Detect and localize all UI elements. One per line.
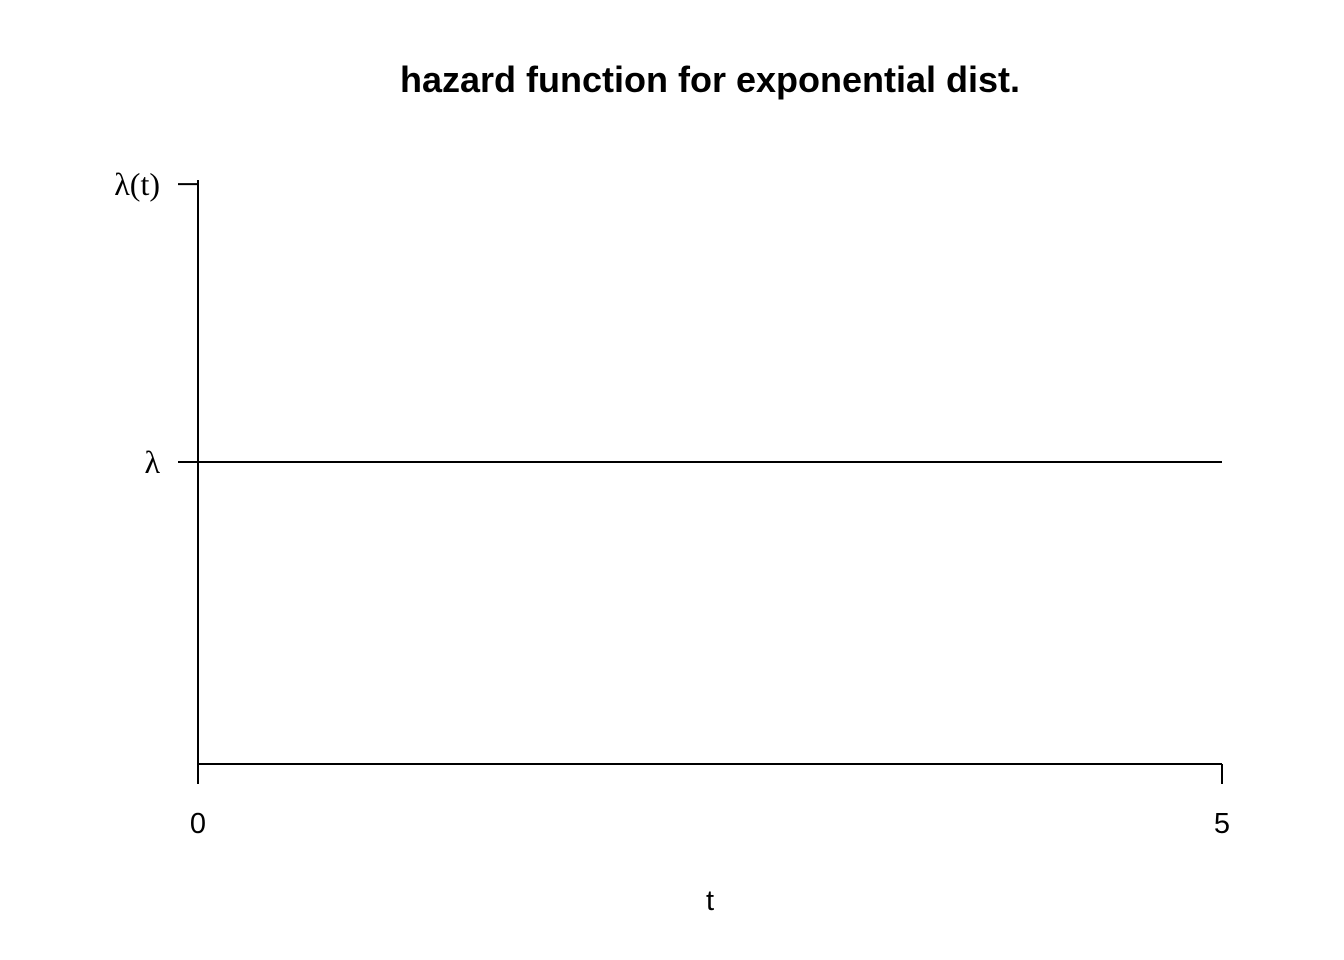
y-tick-label: λ(t) <box>114 166 160 202</box>
y-tick-label: λ <box>144 444 160 480</box>
chart-title: hazard function for exponential dist. <box>400 59 1020 100</box>
y-ticks: λ λ(t) <box>114 166 198 480</box>
x-axis-title: t <box>706 885 714 917</box>
x-tick-label: 0 <box>190 808 206 840</box>
x-tick-label: 5 <box>1214 808 1230 840</box>
